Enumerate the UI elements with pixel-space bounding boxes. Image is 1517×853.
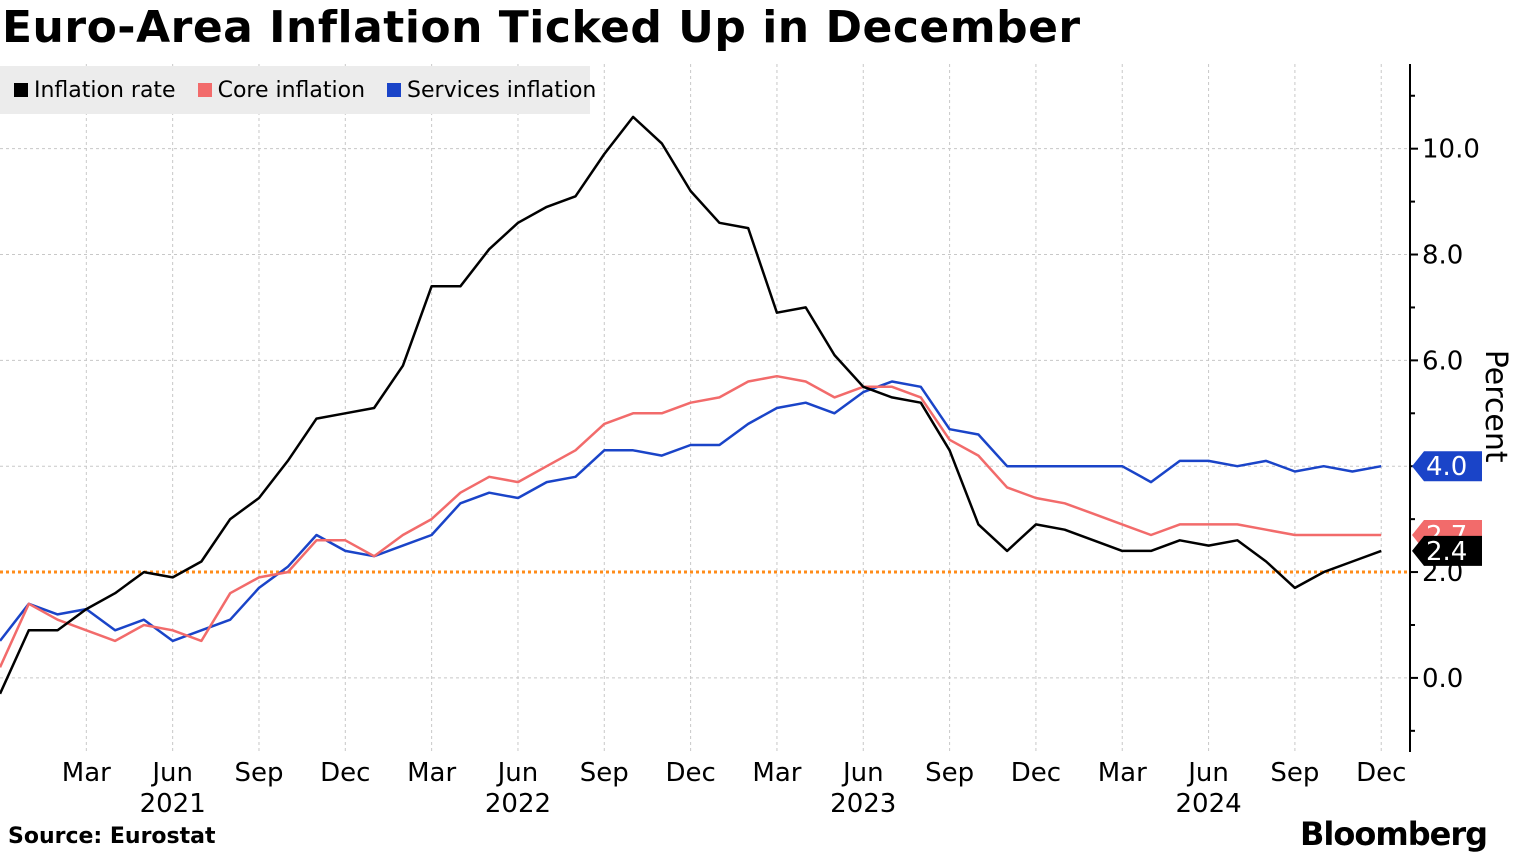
legend-item-inflation: Inflation rate bbox=[14, 78, 176, 103]
x-tick-label: Mar bbox=[407, 758, 456, 788]
x-tick-label: Sep bbox=[234, 758, 283, 788]
end-label-services: 4.0 bbox=[1426, 452, 1467, 482]
series-line-inflation bbox=[0, 115, 1382, 695]
chart-title: Euro-Area Inflation Ticked Up in Decembe… bbox=[2, 2, 1081, 53]
y-tick-label: 6.0 bbox=[1422, 346, 1463, 376]
series-line-core bbox=[0, 374, 1382, 668]
y-tick-label: 0.0 bbox=[1422, 664, 1463, 694]
y-axis-title: Percent bbox=[1478, 350, 1513, 463]
x-tick-label: Dec bbox=[320, 758, 370, 788]
x-tick-label: Dec bbox=[1011, 758, 1061, 788]
series-lines bbox=[0, 115, 1382, 695]
x-year-label: 2024 bbox=[1175, 789, 1241, 819]
end-flag-inflation bbox=[1412, 535, 1482, 566]
legend-item-core: Core inflation bbox=[197, 77, 366, 103]
y-tick-label: 10.0 bbox=[1422, 135, 1480, 165]
x-year-label: 2021 bbox=[140, 789, 206, 819]
y-tick-label: 8.0 bbox=[1422, 241, 1463, 271]
legend-label-inflation: Inflation rate bbox=[34, 77, 176, 103]
legend-item-services: Services inflation bbox=[387, 78, 596, 103]
legend-swatch-core bbox=[197, 83, 212, 97]
legend: Inflation rate Core inflation Services i… bbox=[0, 66, 596, 114]
series-line-services bbox=[0, 380, 1382, 643]
source-note: Source: Eurostat bbox=[8, 824, 216, 849]
legend-label-services: Services inflation bbox=[407, 77, 597, 103]
grid-lines bbox=[0, 64, 1410, 752]
end-label-inflation: 2.4 bbox=[1426, 537, 1467, 567]
x-tick-label: Mar bbox=[62, 758, 111, 788]
end-value-labels: 4.02.72.4 bbox=[1412, 451, 1482, 567]
legend-swatch-inflation bbox=[14, 83, 28, 97]
x-tick-label: Mar bbox=[1098, 758, 1147, 788]
x-axis: Mar Jun Sep Dec Mar Jun Sep Dec Mar Jun Sep Dec Mar J… bbox=[62, 758, 1407, 819]
x-tick-label: Jun bbox=[496, 758, 539, 788]
x-year-label: 2023 bbox=[830, 789, 896, 819]
legend-swatch-services bbox=[387, 83, 402, 97]
end-flag-services bbox=[1412, 451, 1482, 482]
legend-label-core: Core inflation bbox=[217, 77, 366, 103]
x-year-label: 2022 bbox=[485, 789, 551, 819]
x-tick-label: Mar bbox=[752, 758, 801, 788]
x-tick-label: Sep bbox=[925, 758, 974, 788]
x-tick-label: Dec bbox=[1356, 758, 1406, 788]
x-tick-label: Sep bbox=[580, 758, 629, 788]
x-tick-label: Dec bbox=[665, 758, 715, 788]
x-tick-label: Jun bbox=[841, 758, 884, 788]
x-tick-label: Jun bbox=[150, 758, 193, 788]
x-tick-label: Sep bbox=[1270, 758, 1319, 788]
bloomberg-logo: Bloomberg bbox=[1300, 815, 1488, 853]
x-tick-label: Jun bbox=[1186, 758, 1229, 788]
